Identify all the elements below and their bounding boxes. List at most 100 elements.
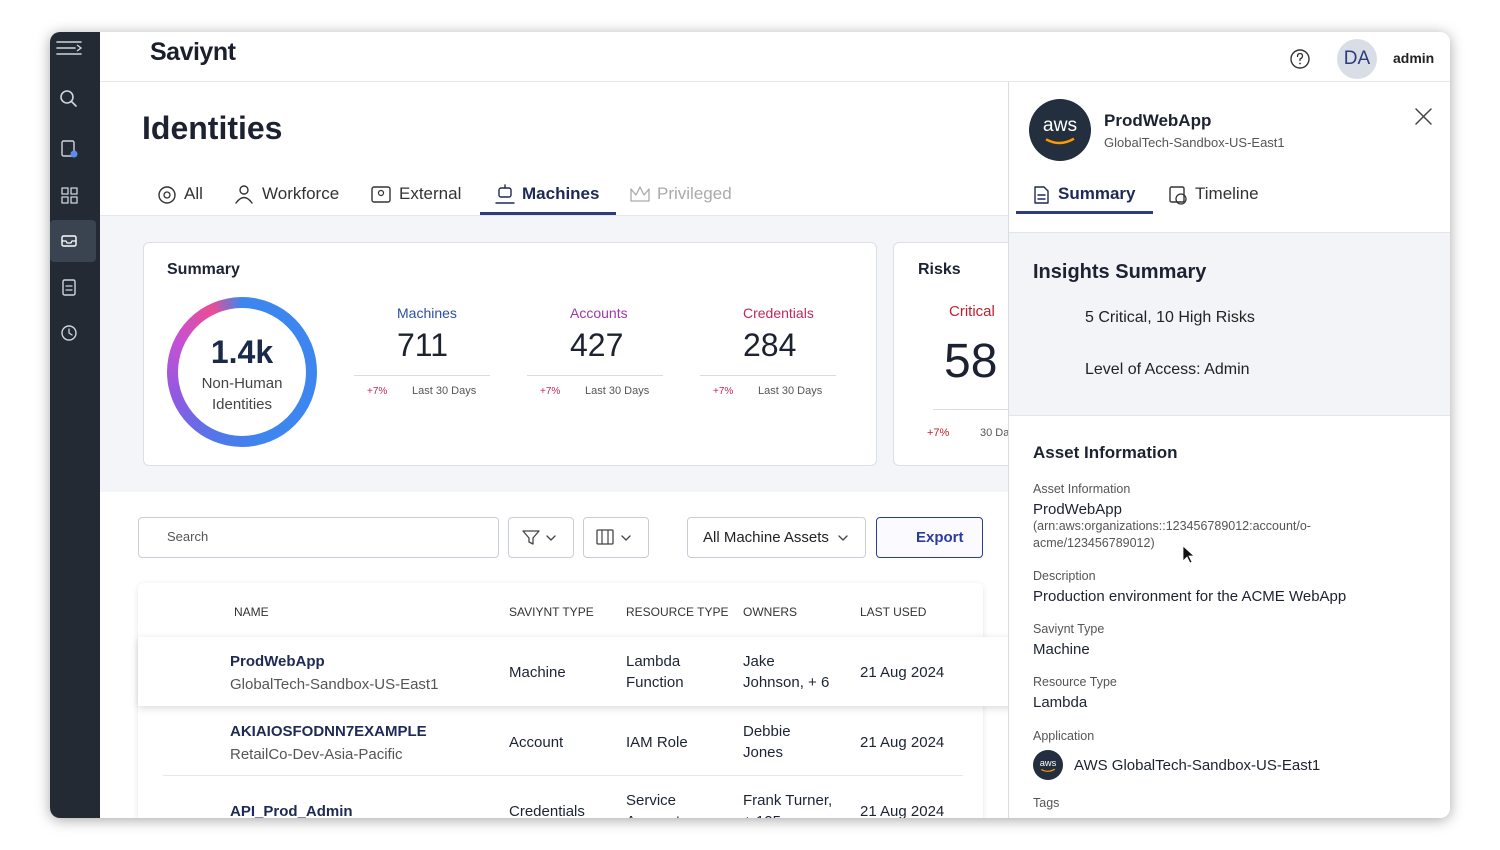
insights-title: Insights Summary (1033, 261, 1207, 283)
columns-icon (601, 529, 609, 545)
field-value: Production environment for the ACME WebA… (1033, 587, 1347, 605)
tab-icon (163, 191, 171, 199)
selected-row[interactable] (138, 637, 1008, 706)
help-icon (1290, 49, 1310, 69)
export-label: Export (916, 528, 964, 546)
stat-value: 711 (397, 326, 449, 363)
tab-border (100, 215, 1008, 216)
stat-change: +7% (367, 386, 388, 397)
panel-edge (1008, 82, 1009, 818)
column-header[interactable]: LAST USED (860, 604, 927, 619)
sidebar (50, 32, 100, 818)
column-header[interactable]: OWNERS (743, 604, 797, 619)
chevron (621, 535, 631, 541)
row-account: RetailCo-Dev-Asia-Pacific (230, 745, 403, 763)
row-owners: Johnson, + 6 (743, 674, 830, 691)
header-border (100, 81, 1450, 82)
risk-divider (933, 409, 1008, 410)
risk-change: +7% (927, 427, 950, 440)
field-label: Asset Information (1033, 482, 1131, 497)
search-nav (70, 100, 77, 107)
row-last-used: 21 Aug 2024 (860, 663, 945, 681)
row-type: Credentials (509, 802, 585, 819)
asset-filter-label: All Machine Assets (703, 528, 829, 546)
stat-divider (700, 375, 836, 376)
stat-label: Accounts (570, 305, 628, 322)
clipboard-nav (62, 279, 76, 296)
tab-icon (158, 186, 176, 204)
tab[interactable]: All (184, 184, 203, 204)
risk-value: 58 (944, 335, 998, 389)
panel-tab-active[interactable]: Summary (1058, 184, 1136, 204)
row-resource-type: Function (626, 674, 684, 691)
row-type: Account (509, 733, 564, 751)
stat-divider (354, 375, 490, 376)
row-owners: Debbie (743, 723, 791, 740)
card-title: Risks (918, 260, 961, 278)
history-nav (68, 328, 73, 336)
insight-text: Level of Access: Admin (1085, 360, 1250, 378)
row-owners: Frank Turner, (743, 792, 833, 809)
aws-logo-text: aws (184, 731, 208, 747)
menu-icon (76, 44, 83, 52)
tab[interactable]: External (399, 184, 462, 204)
risk-period: 30 Days (980, 427, 1008, 440)
summary-tab-icon (1034, 186, 1049, 204)
stat-period: Last 30 Days (585, 385, 650, 398)
close-button (1415, 108, 1432, 125)
history-nav (61, 325, 77, 341)
column-header[interactable]: RESOURCE TYPE (626, 604, 729, 619)
asset-filter[interactable] (687, 517, 866, 558)
chevron (838, 535, 848, 541)
tab-icon (495, 184, 515, 204)
chevron (546, 535, 556, 541)
stat-label: Credentials (743, 305, 814, 322)
total-caption: Identities (211, 395, 273, 413)
app-window: Saviynt DA admin Identities All Workforce Exte… (50, 32, 1450, 818)
field-detail: acme/123456789012) (1033, 536, 1155, 551)
panel-tab[interactable]: Timeline (1195, 184, 1259, 204)
tab[interactable]: Privileged (657, 184, 732, 204)
column-header[interactable]: SAVIYNT TYPE (509, 604, 594, 619)
main-content: Identities All Workforce External Machines Pr… (100, 82, 1008, 818)
row-account: GlobalTech-Sandbox-US-East1 (230, 675, 439, 693)
grid-nav (70, 187, 78, 195)
row-type: Machine (509, 663, 566, 681)
row-name: API_Prod_Admin (230, 802, 353, 819)
filter-button[interactable] (508, 517, 574, 558)
stat-period: Last 30 Days (412, 385, 477, 398)
aws-logo-text: aws (184, 661, 208, 677)
panel-tab-underline (1016, 211, 1153, 214)
panel-subtitle: GlobalTech-Sandbox-US-East1 (1104, 134, 1285, 150)
row-divider (163, 775, 963, 776)
field-label: Resource Type (1033, 675, 1117, 690)
risks-card (893, 242, 1008, 466)
row-resource-type: Service (626, 792, 677, 809)
row-last-used: 21 Aug 2024 (860, 802, 945, 819)
total-caption: Non-Human (201, 374, 283, 392)
field-value: ProdWebApp (1033, 500, 1122, 518)
aws-logo-text: aws (1042, 114, 1078, 136)
tab-icon (630, 186, 650, 202)
detail-panel: aws ProdWebApp GlobalTech-Sandbox-US-East1… (1008, 82, 1450, 818)
aws-logo (1029, 99, 1091, 161)
tab-icon (377, 189, 385, 197)
aws-logo (1033, 750, 1063, 780)
tab[interactable]: Workforce (262, 184, 340, 204)
tab-icon (371, 186, 391, 203)
export-button[interactable] (876, 517, 983, 558)
field-label: Tags (1033, 796, 1060, 811)
risk-label: Critical (949, 302, 995, 320)
insight-text: 5 Critical, 10 High Risks (1085, 308, 1255, 326)
row-resource-type: IAM Role (626, 733, 688, 751)
grid-nav (61, 187, 69, 195)
icon-layer (50, 41, 96, 341)
field-value: Machine (1033, 640, 1090, 658)
columns-button[interactable] (583, 517, 649, 558)
row-resource-type: Account (626, 811, 680, 818)
tab-active[interactable]: Machines (522, 184, 600, 204)
stat-divider (527, 375, 663, 376)
search-box[interactable] (138, 517, 499, 558)
column-header[interactable]: NAME (234, 604, 269, 619)
mouse-cursor (1182, 545, 1196, 564)
